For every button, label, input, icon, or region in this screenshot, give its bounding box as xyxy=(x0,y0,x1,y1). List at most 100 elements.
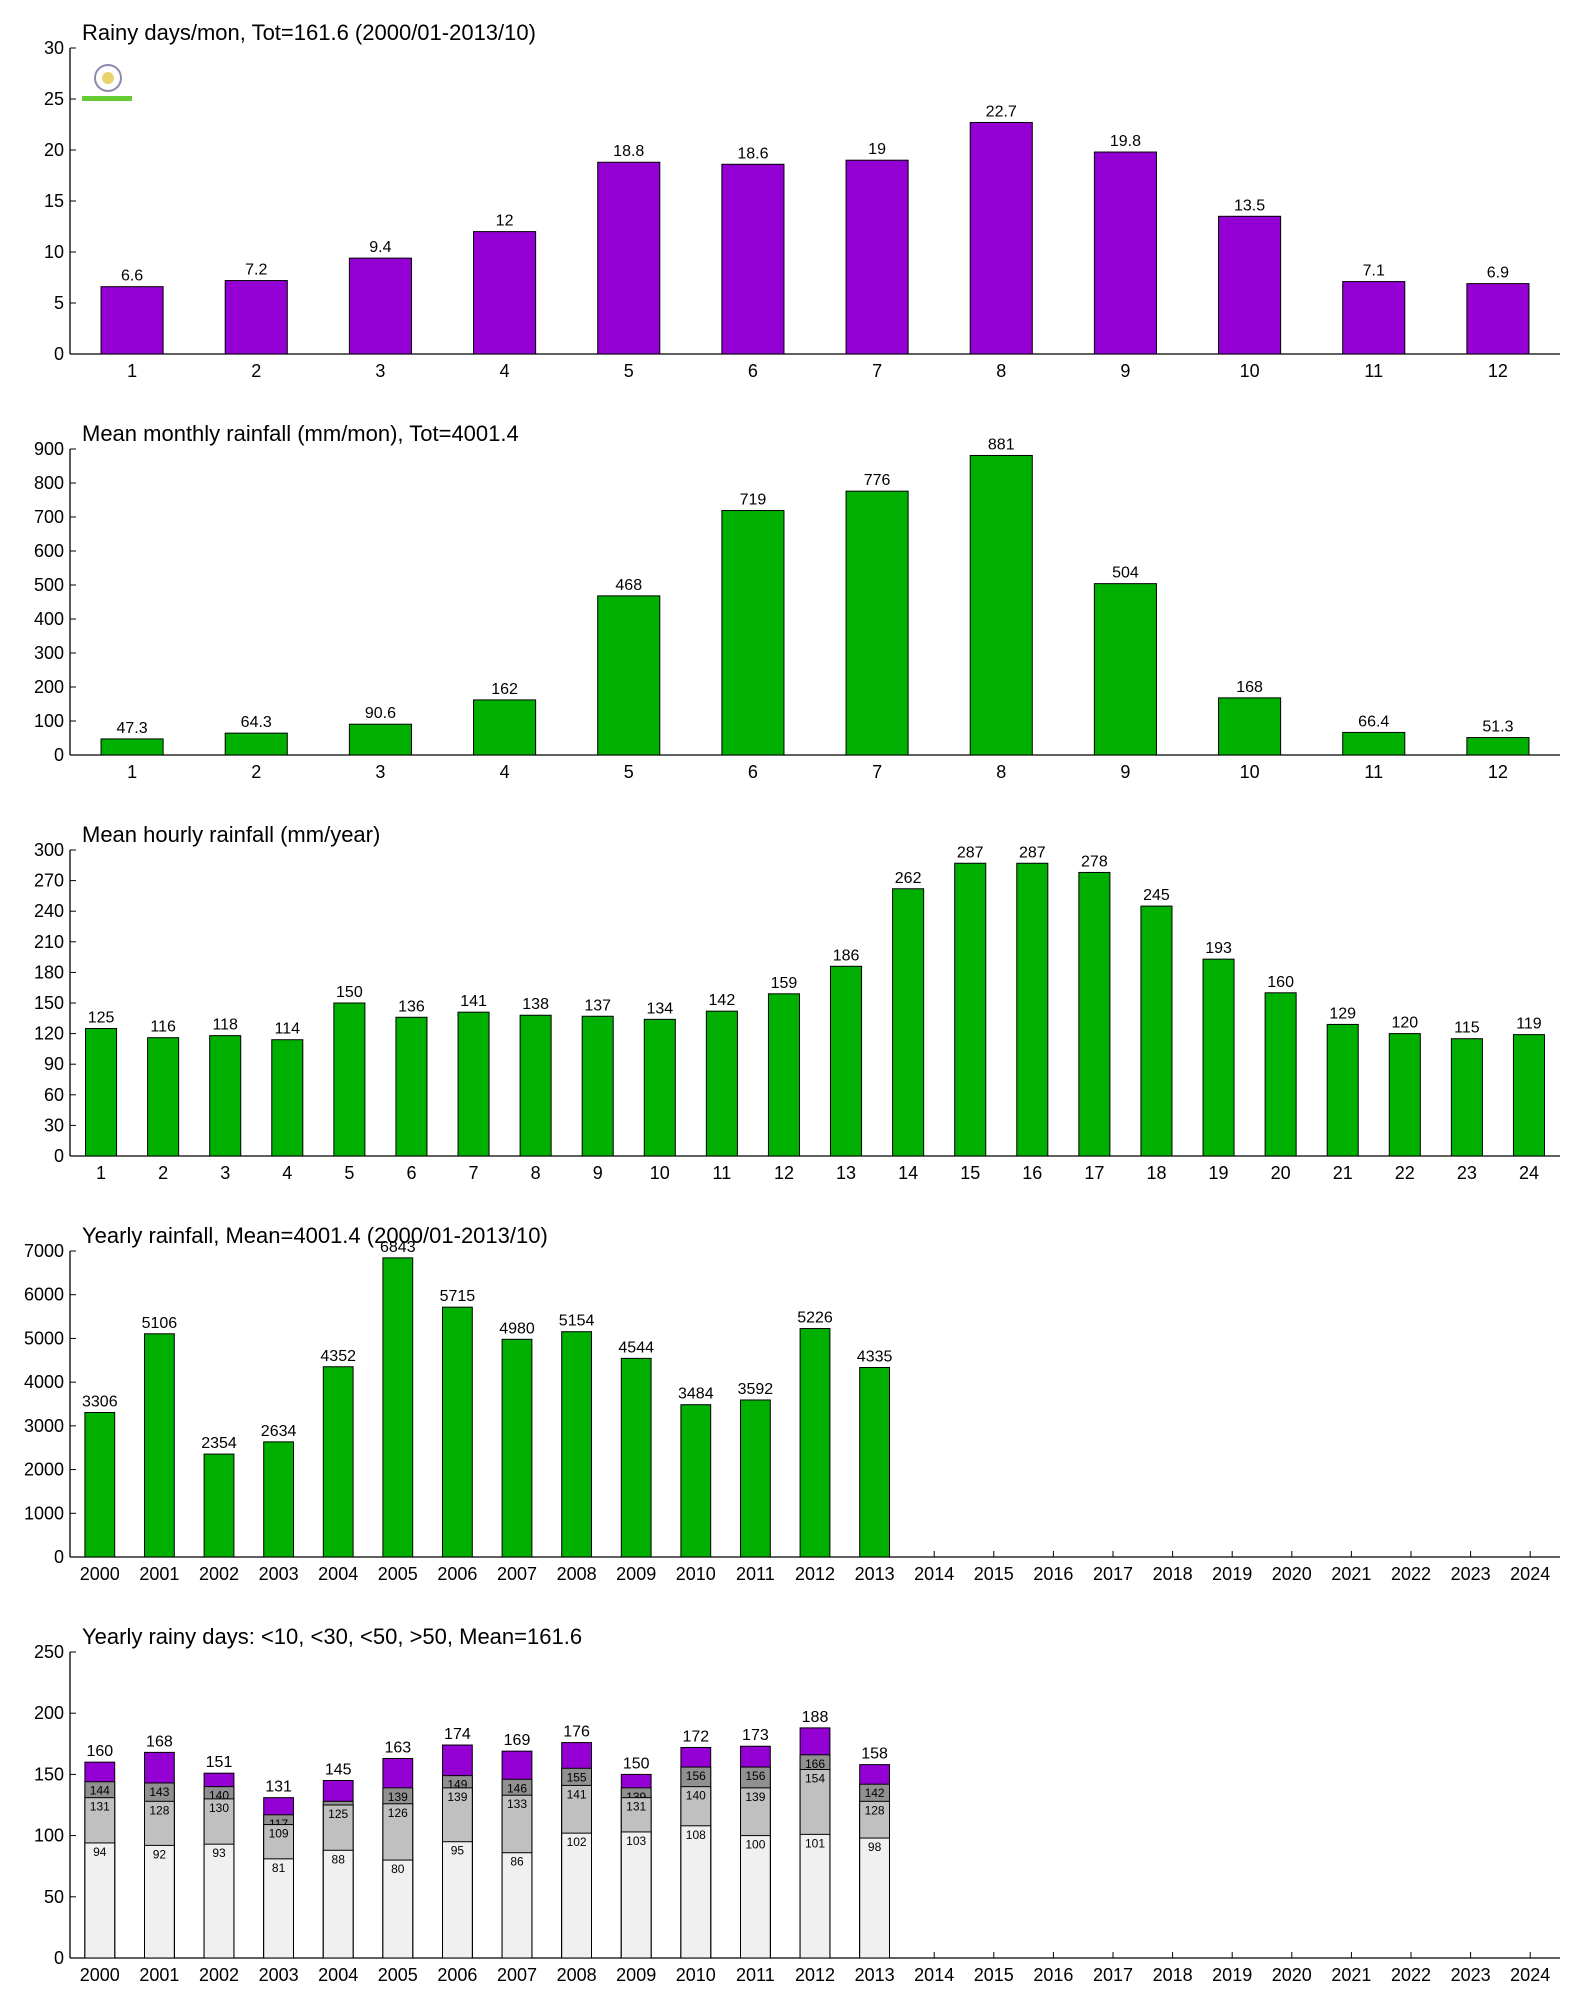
value-label: 19.8 xyxy=(1110,133,1141,150)
value-label: 4335 xyxy=(857,1348,893,1365)
bar xyxy=(1078,871,1111,1157)
value-label: 116 xyxy=(150,1019,176,1036)
x-tick-label: 2013 xyxy=(855,1564,895,1584)
bar xyxy=(1264,992,1297,1157)
value-label: 118 xyxy=(212,1017,238,1034)
x-tick-label: 2021 xyxy=(1331,1564,1371,1584)
bar xyxy=(830,965,863,1157)
bar xyxy=(859,1366,891,1558)
x-tick-label: 2010 xyxy=(676,1564,716,1584)
x-tick-label: 24 xyxy=(1519,1163,1539,1183)
bar xyxy=(333,1002,366,1157)
value-label: 141 xyxy=(567,1787,587,1801)
x-tick-label: 8 xyxy=(996,762,1006,782)
y-tick-label: 0 xyxy=(54,1547,64,1567)
x-tick-label: 2000 xyxy=(80,1564,120,1584)
bar xyxy=(721,510,785,756)
value-label: 468 xyxy=(615,577,642,594)
value-label: 126 xyxy=(388,1806,408,1820)
x-tick-label: 2 xyxy=(251,361,261,381)
bar xyxy=(457,1011,490,1157)
bar xyxy=(263,1441,295,1558)
bar xyxy=(1466,283,1530,355)
bar xyxy=(859,1837,891,1959)
x-tick-label: 2021 xyxy=(1331,1965,1371,1985)
x-tick-label: 11 xyxy=(1364,361,1383,381)
value-label: 158 xyxy=(861,1746,888,1763)
bar xyxy=(1016,862,1049,1157)
value-label: 6.6 xyxy=(121,268,143,285)
x-tick-label: 2 xyxy=(158,1163,168,1183)
x-tick-label: 1 xyxy=(127,762,137,782)
bar xyxy=(203,1843,235,1959)
value-label: 160 xyxy=(1267,974,1294,991)
x-tick-label: 15 xyxy=(960,1163,980,1183)
value-label: 5226 xyxy=(797,1310,833,1327)
value-label: 146 xyxy=(507,1781,527,1795)
value-label: 142 xyxy=(709,992,736,1009)
x-tick-label: 4 xyxy=(500,361,510,381)
x-tick-label: 10 xyxy=(650,1163,670,1183)
value-label: 776 xyxy=(864,472,891,489)
value-label: 19 xyxy=(868,141,886,158)
value-label: 174 xyxy=(444,1726,471,1743)
x-tick-label: 7 xyxy=(872,762,882,782)
chart-title: Mean monthly rainfall (mm/mon), Tot=4001… xyxy=(82,421,519,446)
x-tick-label: 2020 xyxy=(1272,1965,1312,1985)
value-label: 156 xyxy=(745,1769,765,1783)
x-tick-label: 19 xyxy=(1209,1163,1229,1183)
y-tick-label: 2000 xyxy=(24,1460,64,1480)
bar xyxy=(799,1833,831,1959)
bar xyxy=(442,1841,473,1959)
x-tick-label: 11 xyxy=(713,1163,732,1183)
value-label: 151 xyxy=(206,1754,233,1771)
y-tick-label: 600 xyxy=(34,541,64,561)
x-tick-label: 6 xyxy=(748,361,758,381)
y-tick-label: 0 xyxy=(54,1146,64,1166)
value-label: 125 xyxy=(328,1807,348,1821)
x-tick-label: 2020 xyxy=(1272,1564,1312,1584)
bar xyxy=(322,1849,354,1959)
value-label: 136 xyxy=(398,998,425,1015)
x-tick-label: 10 xyxy=(1240,361,1260,381)
x-tick-label: 2011 xyxy=(736,1965,775,1985)
y-tick-label: 210 xyxy=(34,932,64,952)
y-tick-label: 5 xyxy=(54,293,64,313)
y-tick-label: 270 xyxy=(34,871,64,891)
x-tick-label: 2015 xyxy=(974,1564,1014,1584)
y-tick-label: 800 xyxy=(34,473,64,493)
bar xyxy=(348,723,412,756)
bar xyxy=(519,1014,552,1157)
value-label: 5106 xyxy=(142,1315,178,1332)
value-label: 9.4 xyxy=(369,239,391,256)
y-tick-label: 250 xyxy=(34,1642,64,1662)
bar xyxy=(892,888,925,1157)
x-tick-label: 9 xyxy=(593,1163,603,1183)
y-tick-label: 10 xyxy=(44,242,64,262)
x-tick-label: 2014 xyxy=(914,1965,954,1985)
value-label: 95 xyxy=(451,1844,465,1858)
bar xyxy=(1140,905,1173,1157)
x-tick-label: 22 xyxy=(1395,1163,1415,1183)
y-tick-label: 30 xyxy=(44,38,64,58)
value-label: 156 xyxy=(686,1769,706,1783)
value-label: 114 xyxy=(275,1021,301,1038)
x-tick-label: 18 xyxy=(1146,1163,1166,1183)
x-tick-label: 2 xyxy=(251,762,261,782)
bar xyxy=(224,280,288,355)
y-tick-label: 5000 xyxy=(24,1328,64,1348)
x-tick-label: 2004 xyxy=(318,1564,358,1584)
y-tick-label: 100 xyxy=(34,711,64,731)
value-label: 66.4 xyxy=(1358,713,1389,730)
value-label: 115 xyxy=(1454,1020,1480,1037)
x-tick-label: 10 xyxy=(1240,762,1260,782)
value-label: 4980 xyxy=(499,1320,535,1337)
bar xyxy=(845,159,909,355)
bar xyxy=(85,1028,118,1157)
value-label: 141 xyxy=(460,993,487,1010)
x-tick-label: 6 xyxy=(748,762,758,782)
y-tick-label: 120 xyxy=(34,1024,64,1044)
bar xyxy=(845,490,909,756)
bar xyxy=(473,231,537,355)
x-tick-label: 5 xyxy=(344,1163,354,1183)
